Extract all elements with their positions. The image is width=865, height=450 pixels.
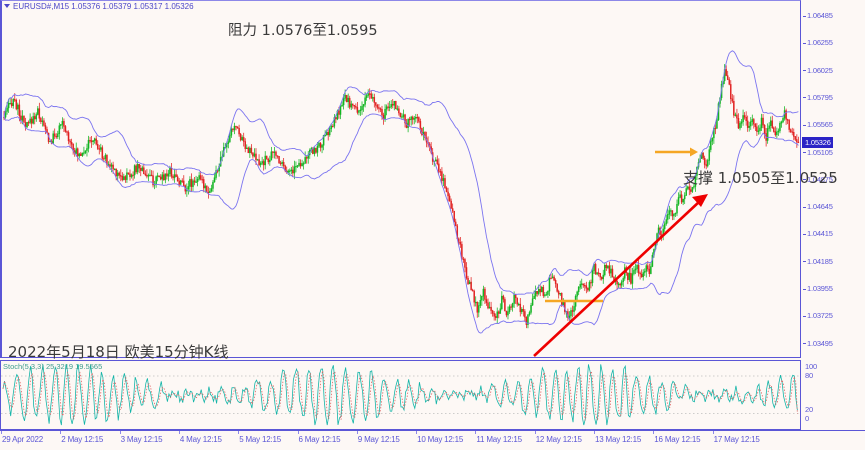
price-tick-label: 1.04875 — [803, 175, 833, 184]
stochastic-pane[interactable] — [0, 360, 801, 430]
time-tick-mark — [475, 431, 477, 434]
price-tick-label: 1.04185 — [803, 257, 833, 266]
chart-caption: 2022年5月18日 欧美15分钟K线 — [8, 343, 229, 361]
price-chart-canvas — [3, 50, 800, 357]
price-tick-label: 1.03955 — [803, 284, 833, 293]
price-tick-label: 1.03725 — [803, 311, 833, 320]
tick-dash — [803, 288, 806, 290]
stoch-tick-label: 80 — [805, 371, 813, 380]
time-tick-label: 10 May 12:15 — [417, 435, 464, 444]
time-tick-label: 3 May 12:15 — [120, 435, 163, 444]
time-tick-label: 16 May 12:15 — [654, 435, 701, 444]
price-tick-label: 1.06025 — [803, 66, 833, 75]
time-tick-mark — [653, 431, 655, 434]
time-tick-label: 5 May 12:15 — [239, 435, 282, 444]
price-tick-label: 1.05105 — [803, 148, 833, 157]
time-tick-label: 11 May 12:15 — [476, 435, 522, 444]
stoch-d-line — [2, 370, 798, 421]
price-axis[interactable]: 1.06485 1.06255 1.06025 1.05795 1.05565 1.051… — [801, 0, 865, 358]
stoch-tick-label: 100 — [805, 362, 817, 371]
time-axis[interactable]: 29 Apr 2022 2 May 12:15 3 May 12:15 4 May 1… — [0, 430, 865, 450]
price-tick-label: 1.06485 — [803, 11, 833, 20]
price-tick-label: 1.06255 — [803, 38, 833, 47]
time-tick-mark — [356, 431, 358, 434]
time-tick-label: 29 Apr 2022 — [2, 435, 43, 444]
time-tick-mark — [534, 431, 536, 434]
support-annotation: 支撑 1.0505至1.0525 — [683, 169, 838, 187]
uptrend-line[interactable] — [533, 200, 701, 357]
tick-dash — [803, 70, 806, 72]
time-tick-label: 17 May 12:15 — [713, 435, 760, 444]
uptrend-arrowhead — [692, 194, 708, 207]
tick-dash — [803, 97, 806, 99]
time-tick-mark — [60, 431, 62, 434]
candlestick-series — [3, 64, 800, 329]
time-tick-mark — [1, 431, 2, 434]
price-tick-label: 1.05795 — [803, 93, 833, 102]
time-tick-label: 13 May 12:15 — [595, 435, 642, 444]
time-tick-mark — [119, 431, 121, 434]
time-tick-label: 2 May 12:15 — [61, 435, 104, 444]
stochastic-axis: 100 80 20 0 — [801, 360, 865, 430]
price-chart-pane[interactable] — [0, 0, 801, 358]
time-tick-mark — [297, 431, 299, 434]
price-tick-label: 1.04415 — [803, 229, 833, 238]
bollinger-lower-band — [3, 113, 799, 334]
stoch-tick-label: 0 — [805, 414, 809, 423]
stoch-k-line — [2, 364, 798, 426]
time-tick-mark — [416, 431, 418, 434]
time-tick-mark — [178, 431, 180, 434]
tick-dash — [803, 315, 806, 317]
symbol-header: EURUSD#,M15 1.05376 1.05379 1.05317 1.05… — [4, 2, 194, 11]
time-tick-label: 6 May 12:15 — [298, 435, 341, 444]
time-tick-label: 9 May 12:15 — [357, 435, 400, 444]
stoch-tick-label: 20 — [805, 405, 813, 414]
tick-dash — [803, 233, 806, 235]
price-pointer-arrowhead — [690, 147, 698, 157]
tick-dash — [803, 124, 806, 126]
resistance-annotation: 阻力 1.0576至1.0595 — [228, 23, 378, 39]
time-tick-mark — [238, 431, 240, 434]
tick-dash — [803, 15, 806, 17]
time-tick-mark — [594, 431, 595, 434]
price-tick-label: 1.03495 — [803, 339, 833, 348]
time-tick-label: 12 May 12:15 — [535, 435, 582, 444]
stochastic-canvas — [1, 364, 800, 426]
stochastic-header: Stoch(5,3,3) 25.3219 19.5565 — [3, 362, 103, 371]
price-tick-label: 1.04645 — [803, 202, 833, 211]
tick-dash — [803, 179, 806, 181]
tick-dash — [803, 261, 806, 263]
triangle-down-icon[interactable] — [4, 4, 10, 8]
time-tick-mark — [712, 431, 714, 434]
time-tick-label: 4 May 12:15 — [179, 435, 222, 444]
price-tick-label: 1.05565 — [803, 120, 833, 129]
tick-dash — [803, 206, 806, 208]
tick-dash — [803, 152, 806, 153]
tick-dash — [803, 42, 806, 44]
symbol-ohlc-text: EURUSD#,M15 1.05376 1.05379 1.05317 1.05… — [13, 2, 194, 11]
bollinger-upper-band — [3, 50, 799, 295]
tick-dash — [803, 343, 806, 345]
current-price-badge: 1.05326 — [802, 137, 833, 148]
